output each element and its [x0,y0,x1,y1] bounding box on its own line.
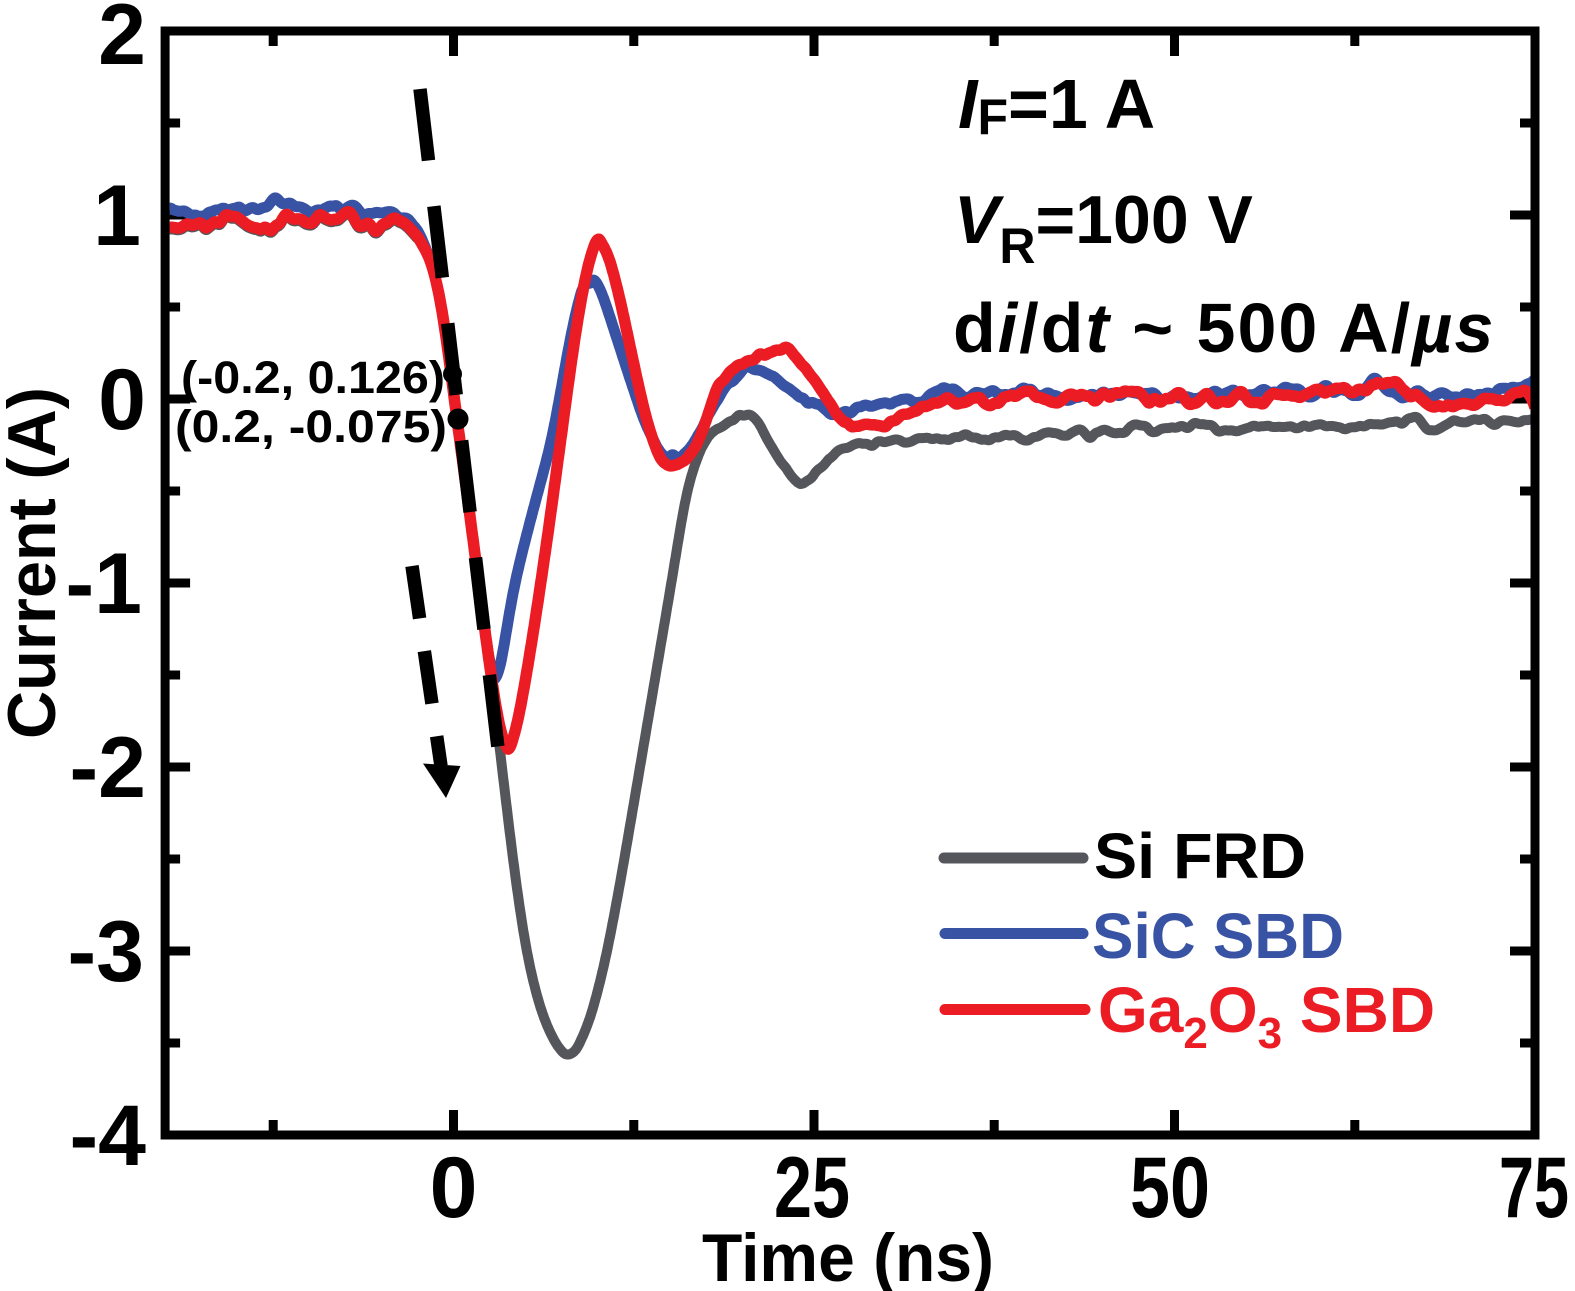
svg-text:0: 0 [98,352,146,448]
svg-text:SiC SBD: SiC SBD [1092,900,1344,972]
svg-text:-4: -4 [70,1088,147,1184]
svg-text:50: 50 [1130,1140,1210,1236]
svg-text:Ga2O3 SBD: Ga2O3 SBD [1098,974,1435,1058]
svg-text:-1: -1 [66,536,142,632]
svg-text:2: 2 [98,0,146,83]
svg-text:Si FRD: Si FRD [1094,820,1306,892]
svg-text:1: 1 [93,168,141,264]
svg-text:75: 75 [1499,1140,1569,1236]
svg-text:IF=1 A: IF=1 A [958,65,1155,145]
svg-text:25: 25 [774,1140,850,1236]
svg-text:0: 0 [430,1140,478,1236]
svg-text:VR=100 V: VR=100 V [954,182,1253,274]
svg-text:di/dt ~ 500 A/µs: di/dt ~ 500 A/µs [953,289,1495,367]
svg-text:Current (A): Current (A) [0,387,70,739]
svg-text:Time (ns): Time (ns) [702,1220,994,1291]
svg-text:(0.2, -0.075): (0.2, -0.075) [175,401,447,452]
svg-text:-2: -2 [70,720,146,816]
svg-text:(-0.2, 0.126): (-0.2, 0.126) [181,352,445,403]
svg-text:-3: -3 [68,904,144,1000]
